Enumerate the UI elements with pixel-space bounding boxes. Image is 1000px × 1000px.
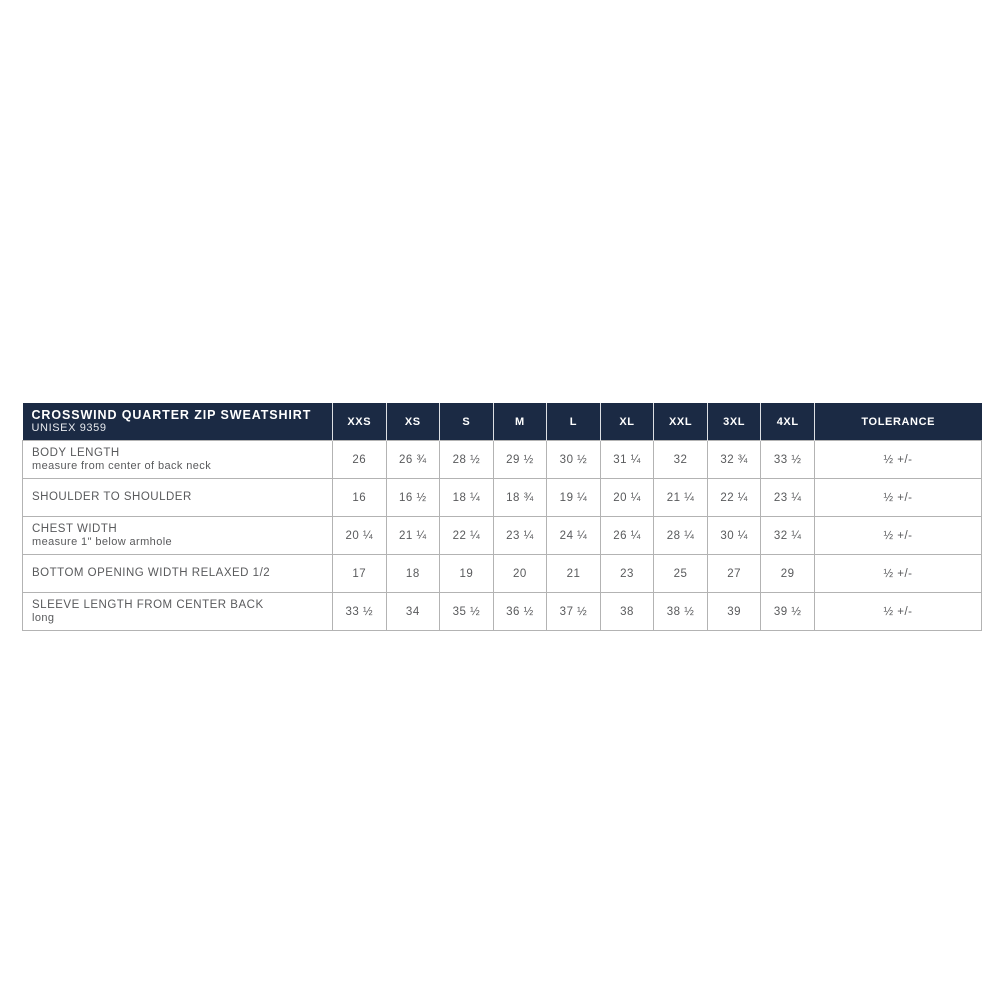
measurement-value-cell: 21 ¼ [653,478,708,517]
product-subtitle: UNISEX 9359 [31,422,107,434]
measurement-value-cell: 30 ½ [546,440,601,479]
tolerance-value-cell: ½ +/- [814,516,982,555]
measurement-value-cell: 22 ¼ [706,478,762,517]
measurement-label-cell: BOTTOM OPENING WIDTH RELAXED 1/2 [22,554,333,593]
product-title: CROSSWIND QUARTER ZIP SWEATSHIRT [31,408,312,422]
measurement-value-cell: 16 [332,478,387,517]
measurement-sublabel: measure from center of back neck [32,459,212,472]
size-column-header-3xl: 3XL [706,403,761,441]
measurement-row: SLEEVE LENGTH FROM CENTER BACK long 33 ½ 34… [22,592,982,631]
size-column-header-l: L [546,403,601,441]
size-column-header-m: M [492,403,547,441]
measurement-value-cell: 30 ¼ [706,516,762,555]
measurement-value-cell: 23 ¼ [760,478,815,517]
measurement-value-cell: 32 ¾ [706,440,762,479]
measurement-value-cell: 28 ¼ [653,516,708,555]
tolerance-value-cell: ½ +/- [814,440,982,479]
measurement-row: BOTTOM OPENING WIDTH RELAXED 1/2 17 18 19 20… [22,554,982,593]
measurement-label: SLEEVE LENGTH FROM CENTER BACK [32,598,264,611]
measurement-value-cell: 26 ¼ [599,516,655,555]
measurement-value-cell: 19 ¼ [546,478,601,517]
measurement-sublabel: long [32,611,55,624]
measurement-value-cell: 32 ¼ [760,516,815,555]
measurement-value-cell: 18 ¼ [439,478,494,517]
measurement-value-cell: 31 ¼ [599,440,655,479]
measurement-value-cell: 29 ½ [492,440,548,479]
measurement-value-cell: 29 [760,554,815,593]
size-column-header-xxl: XXL [653,403,708,441]
measurement-value-cell: 23 [599,554,655,593]
size-chart-header-row: CROSSWIND QUARTER ZIP SWEATSHIRT UNISEX … [22,403,982,441]
measurement-value-cell: 33 ½ [760,440,815,479]
measurement-value-cell: 18 ¾ [492,478,548,517]
measurement-label: BODY LENGTH [32,446,120,459]
measurement-value-cell: 19 [439,554,494,593]
tolerance-value-cell: ½ +/- [814,554,982,593]
measurement-row: SHOULDER TO SHOULDER 16 16 ½ 18 ¼ 18 ¾ 19 ¼ 20… [22,478,982,517]
measurement-row: BODY LENGTH measure from center of back n… [22,440,982,479]
measurement-value-cell: 38 [599,592,655,631]
measurement-label-cell: SHOULDER TO SHOULDER [22,478,333,517]
measurement-value-cell: 32 [653,440,708,479]
measurement-value-cell: 26 [332,440,387,479]
size-column-header-s: S [439,403,494,441]
tolerance-column-header: TOLERANCE [814,403,982,441]
measurement-value-cell: 17 [332,554,387,593]
measurement-value-cell: 35 ½ [439,592,494,631]
measurement-value-cell: 34 [385,592,441,631]
measurement-value-cell: 25 [653,554,708,593]
measurement-value-cell: 39 ½ [760,592,815,631]
measurement-value-cell: 27 [706,554,762,593]
measurement-label-cell: CHEST WIDTH measure 1" below armhole [22,516,333,555]
size-chart-table: CROSSWIND QUARTER ZIP SWEATSHIRT UNISEX … [22,403,982,631]
measurement-value-cell: 38 ½ [653,592,708,631]
size-column-header-xxs: XXS [332,403,387,441]
measurement-value-cell: 20 ¼ [599,478,655,517]
measurement-value-cell: 21 ¼ [385,516,441,555]
measurement-label-cell: BODY LENGTH measure from center of back n… [22,440,333,479]
measurement-value-cell: 21 [546,554,601,593]
measurement-value-cell: 20 ¼ [332,516,387,555]
measurement-value-cell: 28 ½ [439,440,494,479]
size-column-header-4xl: 4XL [760,403,815,441]
measurement-label-cell: SLEEVE LENGTH FROM CENTER BACK long [22,592,333,631]
tolerance-value-cell: ½ +/- [814,478,982,517]
measurement-value-cell: 39 [706,592,762,631]
measurement-value-cell: 16 ½ [385,478,441,517]
measurement-value-cell: 36 ½ [492,592,548,631]
tolerance-value-cell: ½ +/- [814,592,982,631]
size-column-header-xl: XL [599,403,654,441]
measurement-value-cell: 26 ¾ [385,440,441,479]
measurement-value-cell: 20 [492,554,548,593]
size-column-header-xs: XS [385,403,440,441]
measurement-sublabel: measure 1" below armhole [32,535,173,548]
measurement-value-cell: 37 ½ [546,592,601,631]
measurement-label: BOTTOM OPENING WIDTH RELAXED 1/2 [32,567,271,579]
measurement-value-cell: 22 ¼ [439,516,494,555]
measurement-label: SHOULDER TO SHOULDER [32,491,192,503]
measurement-value-cell: 18 [385,554,441,593]
measurement-label: CHEST WIDTH [32,522,118,535]
measurement-value-cell: 33 ½ [332,592,387,631]
measurement-value-cell: 23 ¼ [492,516,548,555]
measurement-value-cell: 24 ¼ [546,516,601,555]
product-header-cell: CROSSWIND QUARTER ZIP SWEATSHIRT UNISEX … [22,403,333,441]
